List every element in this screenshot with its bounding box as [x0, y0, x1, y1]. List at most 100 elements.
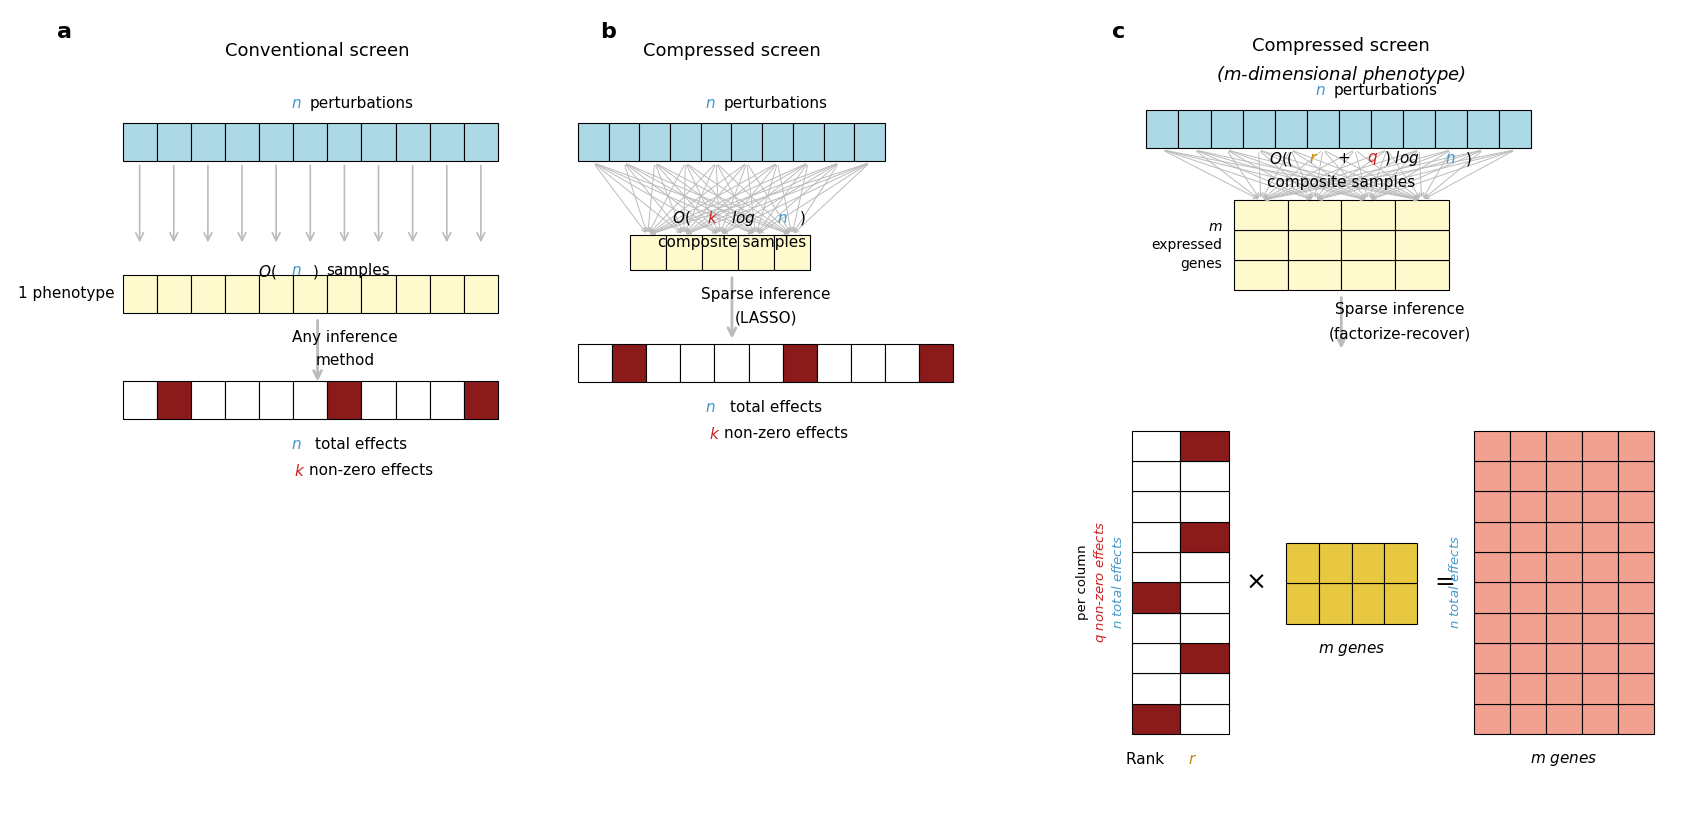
Bar [824, 123, 854, 161]
Text: perturbations: perturbations [723, 96, 829, 111]
Bar [224, 123, 260, 161]
Bar [919, 344, 953, 382]
Text: per column: per column [1077, 545, 1090, 620]
Bar [1180, 643, 1229, 673]
Bar [1474, 704, 1510, 734]
Bar [1396, 230, 1448, 260]
Bar [1618, 461, 1654, 491]
Bar [1234, 230, 1287, 260]
Text: =: = [1435, 570, 1455, 594]
Bar [464, 382, 498, 419]
Bar [1474, 431, 1510, 461]
Bar [1396, 260, 1448, 290]
Text: Rank: Rank [1126, 751, 1168, 766]
Bar [1618, 643, 1654, 673]
Bar [1547, 704, 1583, 734]
Bar [260, 382, 294, 419]
Bar [1510, 431, 1547, 461]
Bar [1341, 200, 1396, 230]
Bar [1287, 260, 1341, 290]
Bar [260, 275, 294, 312]
Bar [701, 123, 732, 161]
Bar [328, 123, 362, 161]
Bar [1131, 552, 1180, 583]
Bar [1131, 461, 1180, 491]
Text: Sparse inference: Sparse inference [701, 288, 830, 302]
Text: total effects: total effects [730, 400, 822, 415]
Bar [851, 344, 885, 382]
Text: $O(($: $O(($ [1268, 150, 1294, 168]
Bar [1547, 583, 1583, 612]
Bar [1583, 431, 1618, 461]
Bar [122, 123, 156, 161]
Bar [701, 235, 739, 270]
Bar [1547, 491, 1583, 522]
Bar [260, 123, 294, 161]
Bar [224, 275, 260, 312]
Bar [1510, 552, 1547, 583]
Bar [1474, 643, 1510, 673]
Bar [362, 275, 396, 312]
Bar [156, 275, 190, 312]
Bar [1583, 673, 1618, 704]
Text: $n$ total effects: $n$ total effects [1448, 536, 1462, 630]
Bar [671, 123, 701, 161]
Bar [1341, 260, 1396, 290]
Bar [1319, 543, 1352, 583]
Text: $m$ genes: $m$ genes [1318, 642, 1386, 658]
Text: non-zero effects: non-zero effects [309, 462, 433, 478]
Bar [1131, 491, 1180, 522]
Bar [1510, 461, 1547, 491]
Text: $n$ total effects: $n$ total effects [1110, 536, 1126, 630]
Text: $k$: $k$ [294, 462, 306, 479]
Bar [1131, 673, 1180, 704]
Text: method: method [316, 353, 375, 368]
Bar [1583, 491, 1618, 522]
Text: $+$: $+$ [1336, 152, 1350, 166]
Bar [1285, 583, 1319, 624]
Bar [1474, 583, 1510, 612]
Bar [1319, 583, 1352, 624]
Bar [362, 382, 396, 419]
Bar [1285, 543, 1319, 583]
Bar [156, 123, 190, 161]
Bar [122, 275, 156, 312]
Bar [1583, 583, 1618, 612]
Bar [681, 344, 715, 382]
Text: composite samples: composite samples [1267, 175, 1416, 190]
Bar [1180, 673, 1229, 704]
Bar [577, 123, 608, 161]
Bar [647, 344, 681, 382]
Text: samples: samples [326, 263, 391, 278]
Text: $)$: $)$ [312, 263, 319, 281]
Bar [1384, 543, 1418, 583]
Text: $n$: $n$ [778, 211, 788, 226]
Bar [1180, 491, 1229, 522]
Text: $n$: $n$ [1314, 83, 1324, 98]
Text: $)$: $)$ [1465, 150, 1472, 168]
Bar [1384, 583, 1418, 624]
Bar [1583, 522, 1618, 552]
Text: $m$ genes: $m$ genes [1530, 751, 1598, 768]
Bar [190, 382, 224, 419]
Bar [1178, 110, 1211, 147]
Bar [749, 344, 783, 382]
Bar [362, 123, 396, 161]
Bar [640, 123, 671, 161]
Bar [122, 382, 156, 419]
Bar [1403, 110, 1435, 147]
Bar [1180, 461, 1229, 491]
Bar [1583, 612, 1618, 643]
Bar [224, 382, 260, 419]
Bar [715, 344, 749, 382]
Bar [1234, 260, 1287, 290]
Bar [396, 123, 430, 161]
Bar [1510, 643, 1547, 673]
Bar [1583, 461, 1618, 491]
Text: $q$: $q$ [1367, 151, 1379, 166]
Bar [1131, 583, 1180, 612]
Text: perturbations: perturbations [309, 96, 414, 111]
Bar [1510, 673, 1547, 704]
Text: $n$: $n$ [290, 437, 302, 452]
Bar [1474, 461, 1510, 491]
